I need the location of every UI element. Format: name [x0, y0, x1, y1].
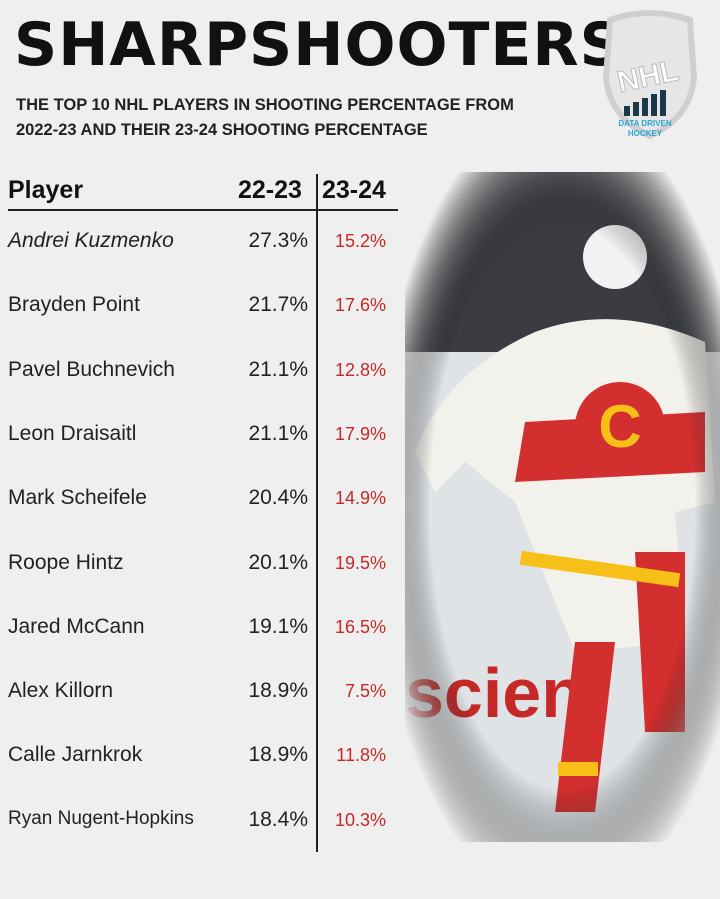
- stat-2023-24: 17.6%: [334, 295, 386, 316]
- stat-2023-24: 19.5%: [334, 552, 386, 573]
- player-name: Jared McCann: [8, 614, 145, 638]
- player-name: Roope Hintz: [8, 550, 124, 574]
- logo: NHL DATA DRIVEN HOCKEY: [602, 10, 698, 140]
- stat-2022-23: 20.1%: [248, 550, 308, 574]
- stat-2023-24: 15.2%: [334, 231, 386, 251]
- logo-shield: [602, 10, 698, 140]
- player-name: Pavel Buchnevich: [8, 357, 175, 381]
- stat-2023-24: 11.8%: [336, 745, 386, 766]
- player-name: Leon Draisaitl: [8, 421, 137, 445]
- stat-2023-24: 10.3%: [334, 809, 386, 830]
- stat-2022-23: 21.1%: [248, 357, 308, 381]
- column-header: Player: [8, 176, 84, 204]
- stat-2023-24: 12.8%: [334, 359, 386, 380]
- column-divider: [316, 174, 318, 852]
- player-name: Ryan Nugent-Hopkins: [8, 807, 194, 829]
- header-rule: [8, 209, 398, 211]
- player-name: Mark Scheifele: [8, 486, 147, 510]
- stat-2022-23: 21.7%: [248, 293, 308, 317]
- stat-2023-24: 14.9%: [334, 488, 386, 509]
- logo-caption: DATA DRIVEN: [618, 119, 671, 128]
- stat-2022-23: 21.1%: [248, 421, 308, 445]
- column-header: 22-23: [238, 176, 302, 204]
- stat-2023-24: 7.5%: [344, 681, 386, 702]
- title: SHARPSHOOTERS?: [14, 10, 660, 80]
- player-name: Andrei Kuzmenko: [8, 229, 174, 252]
- column-header: 23-24: [322, 176, 386, 204]
- stat-2022-23: 18.4%: [248, 807, 308, 831]
- player-name: Calle Jarnkrok: [8, 743, 143, 767]
- logo-caption: HOCKEY: [628, 129, 663, 138]
- stat-2023-24: 17.9%: [334, 423, 386, 444]
- player-name: Alex Killorn: [8, 679, 114, 703]
- stat-2022-23: 19.1%: [248, 614, 308, 638]
- stat-2022-23: 27.3%: [248, 229, 308, 252]
- player-name: Brayden Point: [8, 293, 140, 317]
- subtitle: THE TOP 10 NHL PLAYERS IN SHOOTING PERCE…: [16, 96, 514, 114]
- stat-2023-24: 16.5%: [334, 616, 386, 637]
- logo-bars: [624, 90, 666, 116]
- player-photo: scien C: [405, 172, 720, 842]
- stat-2022-23: 18.9%: [248, 743, 308, 767]
- stat-2022-23: 20.4%: [248, 486, 308, 510]
- subtitle: 2022-23 AND THEIR 23-24 SHOOTING PERCENT…: [16, 121, 428, 139]
- stat-2022-23: 18.9%: [248, 679, 308, 703]
